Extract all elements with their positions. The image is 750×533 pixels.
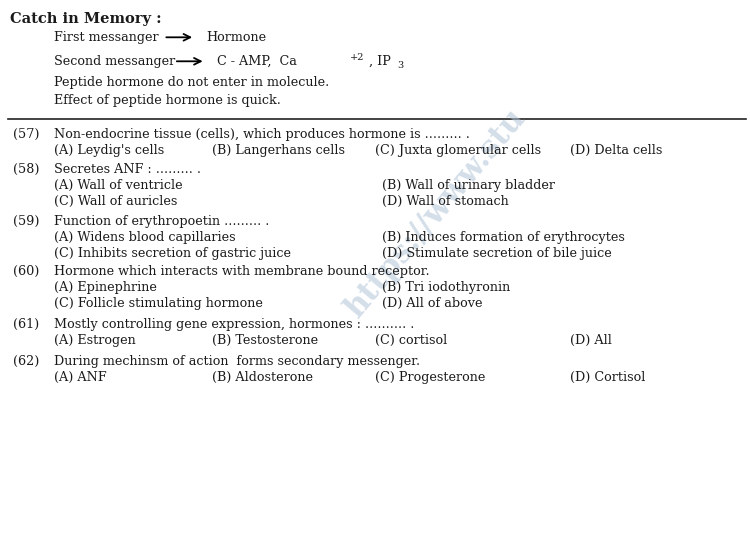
Text: https://www.stu: https://www.stu bbox=[339, 103, 531, 324]
Text: (59): (59) bbox=[13, 215, 40, 228]
Text: Non-endocrine tissue (cells), which produces hormone is ......... .: Non-endocrine tissue (cells), which prod… bbox=[54, 128, 470, 141]
Text: (A) Leydig's cells: (A) Leydig's cells bbox=[54, 144, 164, 157]
Text: (C) cortisol: (C) cortisol bbox=[375, 334, 447, 346]
Text: (D) Delta cells: (D) Delta cells bbox=[570, 144, 662, 157]
Text: (B) Wall of urinary bladder: (B) Wall of urinary bladder bbox=[382, 179, 556, 192]
Text: (B) Aldosterone: (B) Aldosterone bbox=[212, 371, 314, 384]
Text: First messanger: First messanger bbox=[54, 31, 159, 44]
Text: (B) Induces formation of erythrocytes: (B) Induces formation of erythrocytes bbox=[382, 231, 626, 244]
Text: Second messanger: Second messanger bbox=[54, 55, 176, 68]
Text: 3: 3 bbox=[397, 61, 403, 69]
Text: (D) All: (D) All bbox=[570, 334, 612, 346]
Text: (60): (60) bbox=[13, 265, 40, 278]
Text: (62): (62) bbox=[13, 355, 40, 368]
Text: (C) Wall of auricles: (C) Wall of auricles bbox=[54, 195, 177, 208]
Text: (C) Progesterone: (C) Progesterone bbox=[375, 371, 485, 384]
Text: (D) Wall of stomach: (D) Wall of stomach bbox=[382, 195, 509, 208]
Text: (A) Widens blood capillaries: (A) Widens blood capillaries bbox=[54, 231, 236, 244]
Text: (B) Testosterone: (B) Testosterone bbox=[212, 334, 318, 346]
Text: (D) Cortisol: (D) Cortisol bbox=[570, 371, 645, 384]
Text: (57): (57) bbox=[13, 128, 40, 141]
Text: (B) Tri iodothyronin: (B) Tri iodothyronin bbox=[382, 281, 511, 294]
Text: (61): (61) bbox=[13, 318, 40, 330]
Text: (C) Follicle stimulating hormone: (C) Follicle stimulating hormone bbox=[54, 297, 262, 310]
Text: (A) Wall of ventricle: (A) Wall of ventricle bbox=[54, 179, 183, 192]
Text: , IP: , IP bbox=[369, 55, 391, 68]
Text: Hormone which interacts with membrane bound receptor.: Hormone which interacts with membrane bo… bbox=[54, 265, 430, 278]
Text: Effect of peptide hormone is quick.: Effect of peptide hormone is quick. bbox=[54, 94, 280, 107]
Text: (A) Estrogen: (A) Estrogen bbox=[54, 334, 136, 346]
Text: (D) Stimulate secretion of bile juice: (D) Stimulate secretion of bile juice bbox=[382, 247, 612, 260]
Text: (C) Juxta glomerular cells: (C) Juxta glomerular cells bbox=[375, 144, 542, 157]
Text: Secretes ANF : ......... .: Secretes ANF : ......... . bbox=[54, 163, 201, 176]
Text: During mechinsm of action  forms secondary messenger.: During mechinsm of action forms secondar… bbox=[54, 355, 420, 368]
Text: C - AMP,  Ca: C - AMP, Ca bbox=[217, 55, 296, 68]
Text: Function of erythropoetin ......... .: Function of erythropoetin ......... . bbox=[54, 215, 269, 228]
Text: (58): (58) bbox=[13, 163, 40, 176]
Text: (C) Inhibits secretion of gastric juice: (C) Inhibits secretion of gastric juice bbox=[54, 247, 291, 260]
Text: Mostly controlling gene expression, hormones : .......... .: Mostly controlling gene expression, horm… bbox=[54, 318, 414, 330]
Text: Hormone: Hormone bbox=[206, 31, 266, 44]
Text: Catch in Memory :: Catch in Memory : bbox=[10, 12, 161, 26]
Text: (A) ANF: (A) ANF bbox=[54, 371, 106, 384]
Text: +2: +2 bbox=[350, 53, 364, 61]
Text: (B) Langerhans cells: (B) Langerhans cells bbox=[212, 144, 345, 157]
Text: Peptide hormone do not enter in molecule.: Peptide hormone do not enter in molecule… bbox=[54, 76, 329, 89]
Text: (A) Epinephrine: (A) Epinephrine bbox=[54, 281, 157, 294]
Text: (D) All of above: (D) All of above bbox=[382, 297, 483, 310]
